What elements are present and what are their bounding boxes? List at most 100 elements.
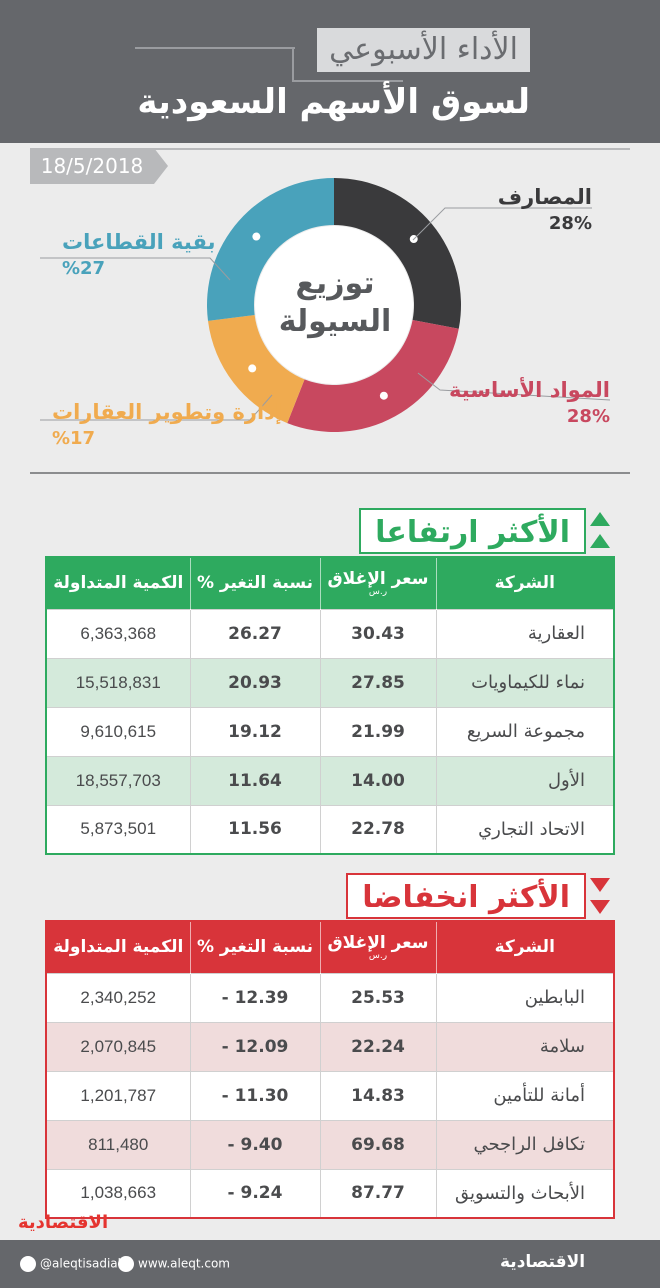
table-header-row: الشركة سعر الإغلاق ر.س نسبة التغير % الكم… (45, 557, 614, 609)
volume-cell: 2,070,845 (45, 1021, 190, 1071)
volume-cell: 18,557,703 (45, 755, 190, 805)
company-cell: سلامة (435, 1021, 614, 1071)
globe-icon (118, 1256, 134, 1272)
liquidity-donut-chart (40, 178, 611, 432)
change-cell: 11.30 - (189, 1070, 320, 1120)
slice-name: بقية القطاعات (62, 230, 216, 254)
divider (30, 148, 630, 150)
header-subtitle: الأداء الأسبوعي (317, 28, 530, 72)
up-arrow-icon (590, 512, 610, 526)
change-cell: 11.56 (189, 804, 320, 854)
table-row: العقارية 30.43 26.27 6,363,368 (45, 608, 614, 658)
slice-value: %27 (62, 258, 106, 279)
header-deco-line (292, 47, 294, 82)
company-cell: نماء للكيماويات (435, 657, 614, 707)
brand-logo-footer: الاقتصادية (500, 1252, 586, 1272)
close-price-cell: 22.78 (319, 804, 436, 854)
leader-line (412, 207, 592, 241)
footer-bar (0, 1240, 660, 1288)
brand-logo: الاقتصادية (18, 1212, 109, 1233)
divider (30, 472, 630, 474)
slice-value: 28% (566, 406, 610, 427)
table-row: تكافل الراجحي 69.68 9.40 -811,480 (45, 1119, 614, 1169)
header-deco-line (293, 80, 403, 82)
company-cell: أمانة للتأمين (435, 1070, 614, 1120)
table-row: الأبحاث والتسويق 87.77 9.24 -1,038,663 (45, 1168, 614, 1218)
table-row: أمانة للتأمين 14.83 11.30 -1,201,787 (45, 1070, 614, 1120)
gainers-title: الأكثر ارتفاعا (359, 508, 586, 554)
company-cell: تكافل الراجحي (435, 1119, 614, 1169)
close-price-cell: 69.68 (319, 1119, 436, 1169)
col-header-change: نسبة التغير % (189, 557, 320, 609)
volume-cell: 2,340,252 (45, 972, 190, 1022)
col-header-change: نسبة التغير % (189, 921, 320, 973)
close-price-cell: 30.43 (319, 608, 436, 658)
donut-slice-real-estate (208, 315, 305, 424)
slice-label-materials: المواد الأساسية 28% (449, 378, 610, 427)
col-header-close: سعر الإغلاق ر.س (319, 557, 436, 609)
change-cell: 19.12 (189, 706, 320, 756)
leader-line (40, 394, 273, 421)
slice-label-banks: المصارف 28% (498, 185, 592, 234)
volume-cell: 15,518,831 (45, 657, 190, 707)
company-cell: الأول (435, 755, 614, 805)
date-badge: 18/5/2018 (30, 148, 168, 184)
header-title: لسوق الأسهم السعودية (137, 82, 530, 122)
table-row: الأول 14.00 11.64 18,557,703 (45, 755, 614, 805)
header-deco-line (135, 47, 295, 49)
table-header-row: الشركة سعر الإغلاق ر.س نسبة التغير % الكم… (45, 921, 614, 973)
close-price-cell: 14.83 (319, 1070, 436, 1120)
company-cell: الأبحاث والتسويق (435, 1168, 614, 1218)
col-header-volume: الكمية المتداولة (45, 557, 190, 609)
change-cell: 12.09 - (189, 1021, 320, 1071)
volume-cell: 5,873,501 (45, 804, 190, 854)
slice-label-real-estate: إدارة وتطوير العقارات %17 (52, 400, 282, 449)
leader-line (40, 257, 231, 281)
close-price-cell: 21.99 (319, 706, 436, 756)
twitter-icon (20, 1256, 36, 1272)
donut-hole (255, 226, 413, 384)
change-cell: 11.64 (189, 755, 320, 805)
donut-slice-banks (334, 178, 461, 329)
close-price-cell: 25.53 (319, 972, 436, 1022)
table-row: نماء للكيماويات 27.85 20.93 15,518,831 (45, 657, 614, 707)
volume-cell: 6,363,368 (45, 608, 190, 658)
col-header-volume: الكمية المتداولة (45, 921, 190, 973)
table-row: سلامة 22.24 12.09 -2,070,845 (45, 1021, 614, 1071)
website-link[interactable]: www.aleqt.com (118, 1256, 230, 1272)
close-price-cell: 87.77 (319, 1168, 436, 1218)
volume-cell: 1,038,663 (45, 1168, 190, 1218)
close-price-cell: 22.24 (319, 1021, 436, 1071)
slice-name: المصارف (497, 185, 592, 209)
donut-slice-materials (287, 319, 459, 432)
down-arrow-icon (590, 878, 610, 892)
down-arrow-icon (590, 900, 610, 914)
slice-value: 28% (548, 213, 592, 234)
slice-value: %17 (52, 428, 96, 449)
change-cell: 12.39 - (189, 972, 320, 1022)
company-cell: العقارية (435, 608, 614, 658)
leader-dot (248, 364, 257, 373)
volume-cell: 9,610,615 (45, 706, 190, 756)
close-price-cell: 27.85 (319, 657, 436, 707)
change-cell: 26.27 (189, 608, 320, 658)
close-price-cell: 14.00 (319, 755, 436, 805)
volume-cell: 1,201,787 (45, 1070, 190, 1120)
twitter-handle[interactable]: @aleqtisadiah (20, 1256, 125, 1272)
leader-dot (252, 232, 261, 241)
col-header-company: الشركة (435, 921, 614, 973)
leader-dot (379, 391, 388, 400)
company-cell: البابطين (435, 972, 614, 1022)
slice-name: المواد الأساسية (449, 378, 610, 402)
table-row: مجموعة السريع 21.99 19.12 9,610,615 (45, 706, 614, 756)
table-row: الاتحاد التجاري 22.78 11.56 5,873,501 (45, 804, 614, 854)
losers-table: الشركة سعر الإغلاق ر.س نسبة التغير % الكم… (45, 920, 615, 1219)
donut-center-label: توزيع السيولة (278, 266, 392, 339)
losers-title: الأكثر انخفاضا (346, 873, 586, 919)
change-cell: 9.40 - (189, 1119, 320, 1169)
change-cell: 20.93 (189, 657, 320, 707)
volume-cell: 811,480 (45, 1119, 190, 1169)
donut-slice-other (207, 178, 334, 321)
company-cell: مجموعة السريع (435, 706, 614, 756)
leader-line (417, 372, 611, 401)
